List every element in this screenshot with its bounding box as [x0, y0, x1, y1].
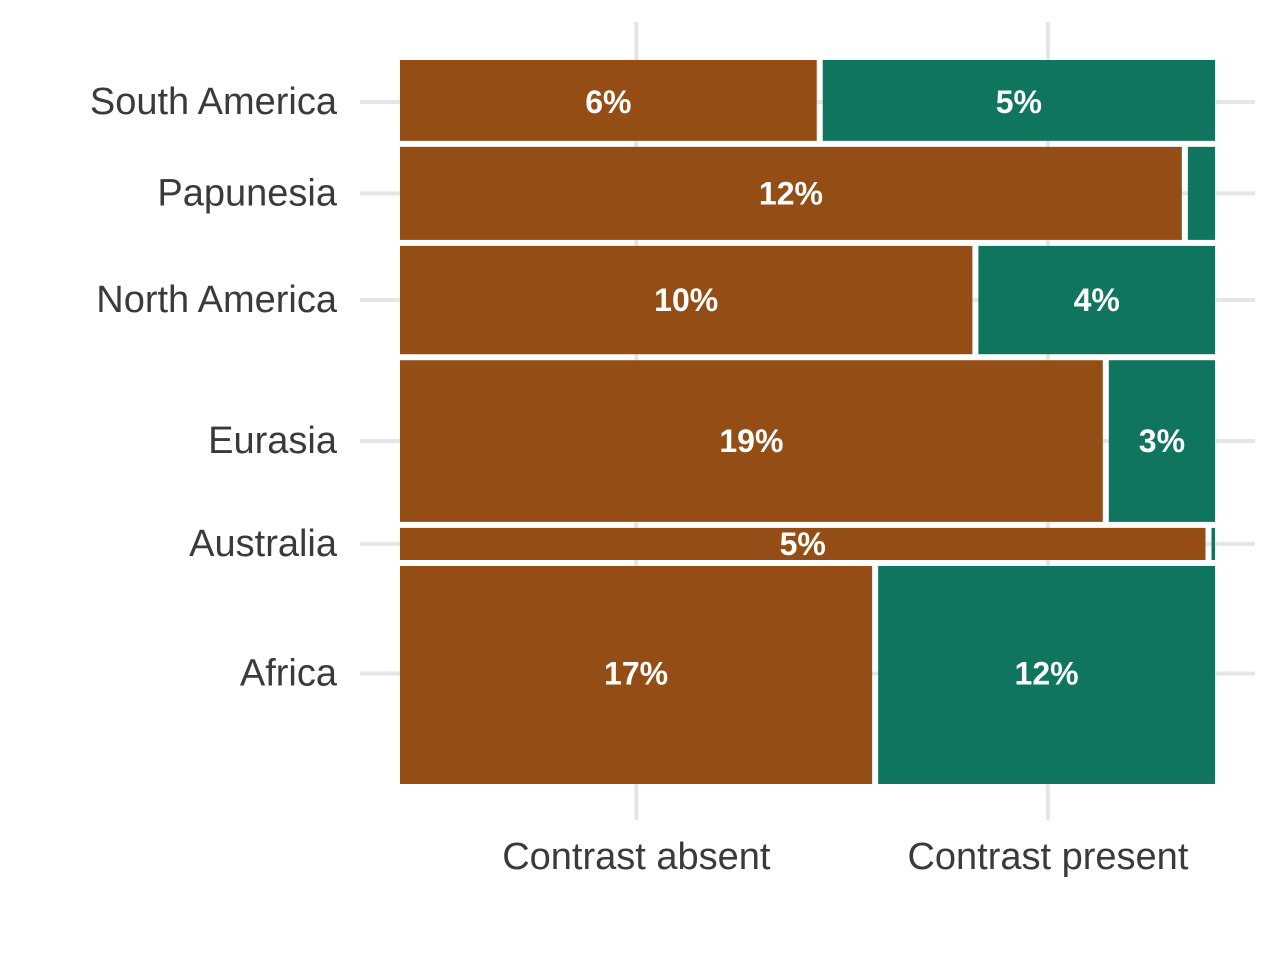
tile-africa-contrast-present [878, 565, 1215, 784]
data-label-south-america-contrast-present: 5% [996, 84, 1042, 120]
tile-papunesia-contrast-present [1187, 146, 1215, 240]
y-tick-labels: South America Papunesia North America Euras… [90, 81, 338, 695]
data-label-north-america-contrast-absent: 10% [654, 282, 718, 318]
data-label-australia-contrast-absent: 5% [780, 526, 826, 562]
y-tick-label-eurasia: Eurasia [208, 420, 338, 462]
data-label-south-america-contrast-absent: 6% [585, 84, 631, 120]
tile-australia-contrast-present [1211, 527, 1215, 560]
y-tick-label-africa: Africa [240, 652, 338, 694]
data-label-north-america-contrast-present: 4% [1074, 282, 1120, 318]
tile-eurasia-contrast-present [1108, 360, 1215, 522]
tile-labels: 6% 5% 12% 10% 4% 19% 3% 5% 17% 12% [585, 84, 1185, 692]
data-label-africa-contrast-absent: 17% [604, 655, 668, 691]
data-label-eurasia-contrast-absent: 19% [719, 423, 783, 459]
mosaic-tiles [400, 60, 1215, 784]
tile-south-america-contrast-present [822, 60, 1215, 141]
x-tick-labels: Contrast absent Contrast present [502, 836, 1189, 878]
tile-eurasia-contrast-absent [400, 360, 1103, 522]
tile-south-america-contrast-absent [400, 60, 817, 141]
x-tick-label-contrast-present: Contrast present [907, 836, 1188, 878]
x-tick-label-contrast-absent: Contrast absent [502, 836, 771, 878]
y-tick-label-south-america: South America [90, 81, 338, 123]
tile-africa-contrast-absent [400, 565, 873, 784]
data-label-papunesia-contrast-absent: 12% [759, 175, 823, 211]
data-label-eurasia-contrast-present: 3% [1139, 423, 1185, 459]
tile-australia-contrast-absent [400, 527, 1206, 560]
y-tick-label-north-america: North America [96, 279, 338, 321]
y-tick-label-australia: Australia [189, 523, 338, 565]
data-label-africa-contrast-present: 12% [1015, 655, 1079, 691]
tile-north-america-contrast-absent [400, 245, 973, 355]
tile-papunesia-contrast-absent [400, 146, 1182, 240]
tile-north-america-contrast-present [978, 245, 1215, 355]
y-tick-label-papunesia: Papunesia [157, 172, 337, 214]
